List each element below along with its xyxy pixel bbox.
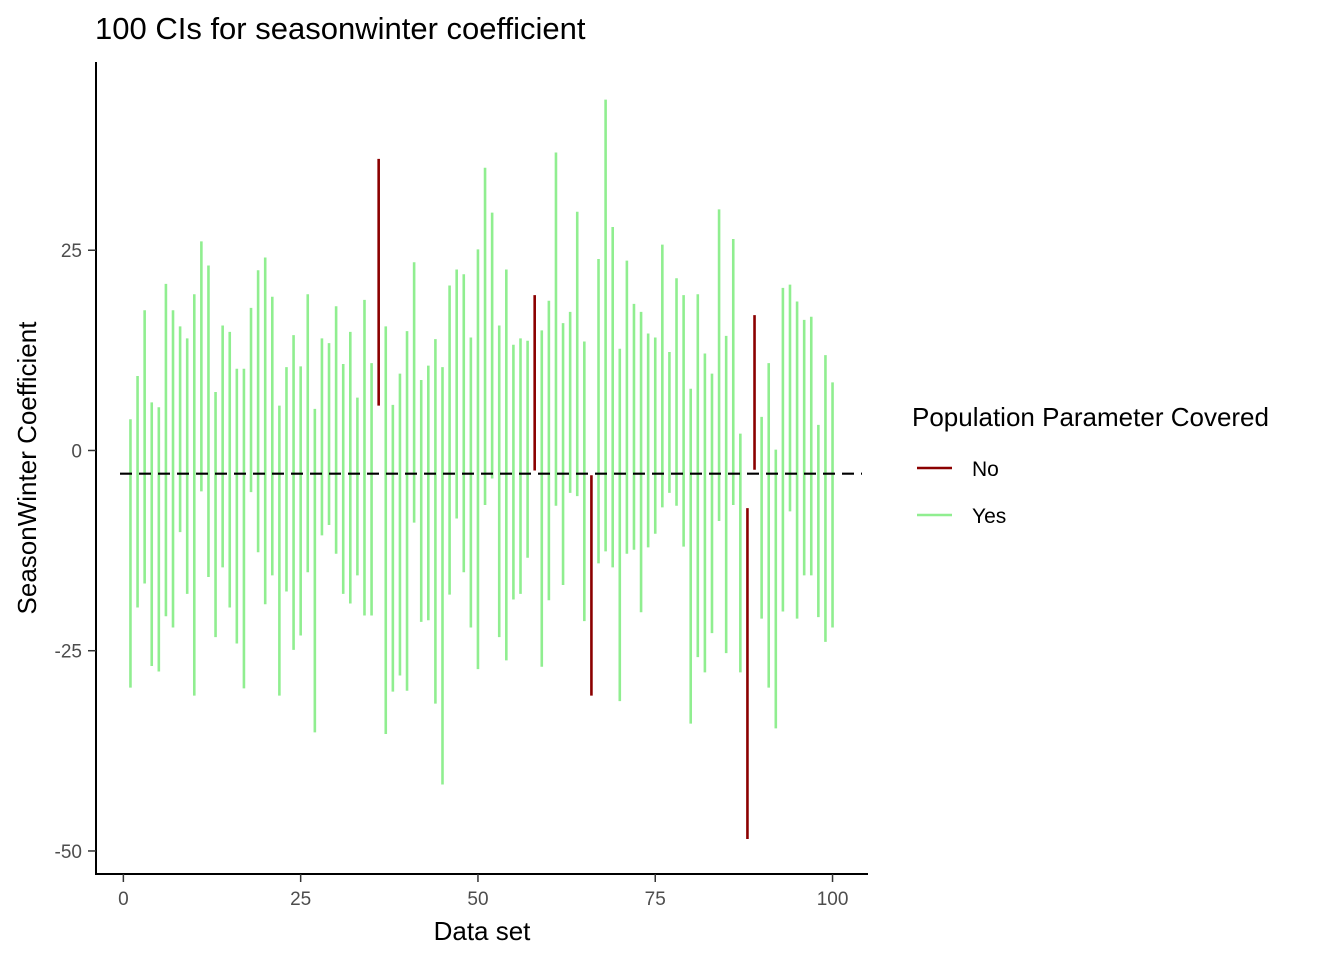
plot-area	[120, 99, 862, 839]
x-tick-label: 75	[645, 889, 666, 910]
x-tick-label: 25	[290, 889, 311, 910]
x-tick-label: 0	[118, 889, 129, 910]
legend-label: Yes	[972, 505, 1006, 528]
y-tick-label: -50	[55, 842, 82, 863]
y-axis-ticks: 25 0 -25 -50	[55, 241, 96, 863]
x-tick-label: 100	[817, 889, 849, 910]
x-tick-label: 50	[467, 889, 488, 910]
y-tick-label: 25	[61, 241, 82, 262]
interval-layer	[129, 99, 834, 839]
y-tick-label: -25	[55, 642, 82, 663]
legend: Population Parameter Covered No Yes	[912, 402, 1269, 528]
chart-title: 100 CIs for seasonwinter coefficient	[95, 11, 586, 46]
y-axis-title: SeasonWinter Coefficient	[12, 321, 42, 615]
y-tick-label: 0	[71, 441, 82, 462]
x-axis-ticks: 0 25 50 75 100	[118, 874, 848, 910]
legend-entries: No Yes	[917, 458, 1006, 528]
x-axis-title: Data set	[434, 916, 532, 946]
legend-label: No	[972, 458, 999, 481]
legend-title: Population Parameter Covered	[912, 402, 1269, 432]
